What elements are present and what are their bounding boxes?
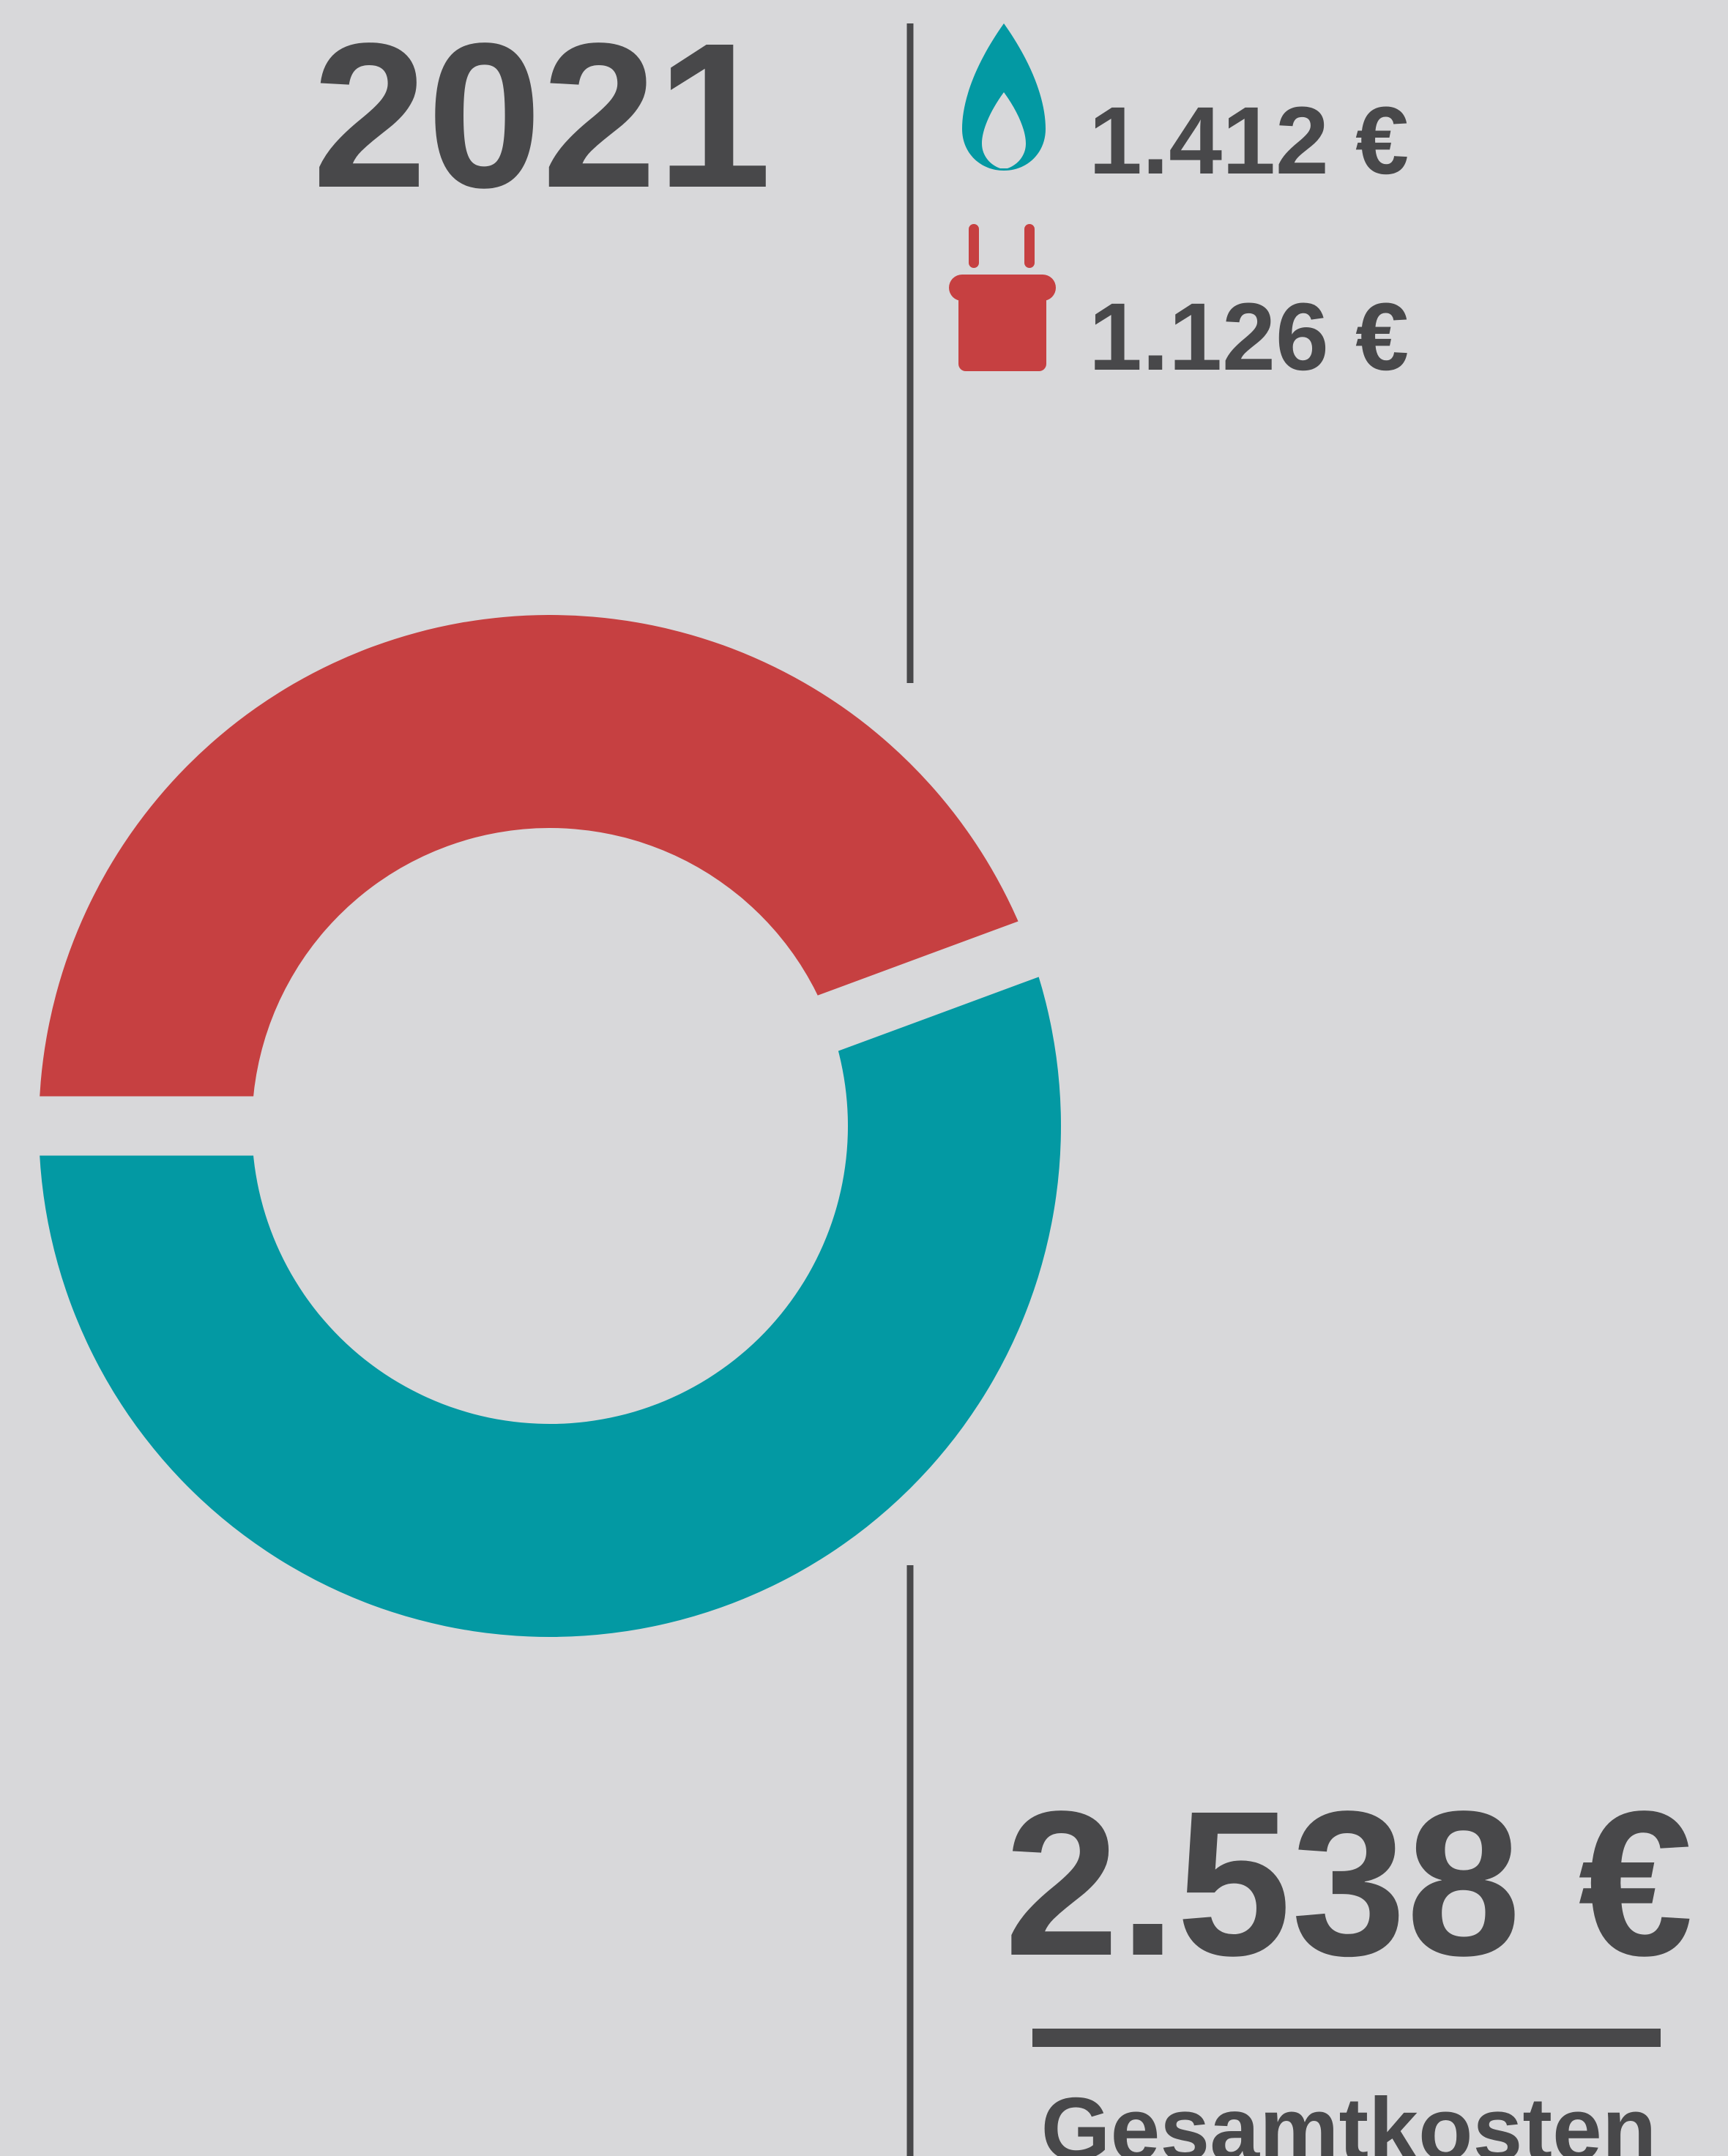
slice-gap xyxy=(805,916,1054,1056)
total-rule xyxy=(1032,2029,1661,2047)
plug-icon xyxy=(949,224,1056,371)
gas-icon xyxy=(962,23,1046,171)
total-label: 2.538 € xyxy=(1005,1768,1694,1999)
value-label: 1.412 € xyxy=(1089,86,1409,194)
donut xyxy=(24,615,1061,1637)
value-label: 1.126 € xyxy=(1089,283,1409,390)
donut-slice xyxy=(39,949,1061,1637)
donut-slice xyxy=(39,615,1029,1126)
value-labels: 1.412 € 1.126 € xyxy=(1089,86,1409,390)
total-caption: Gesamtkosten xyxy=(1041,2079,1657,2156)
chart-title: 2021 xyxy=(312,0,771,231)
